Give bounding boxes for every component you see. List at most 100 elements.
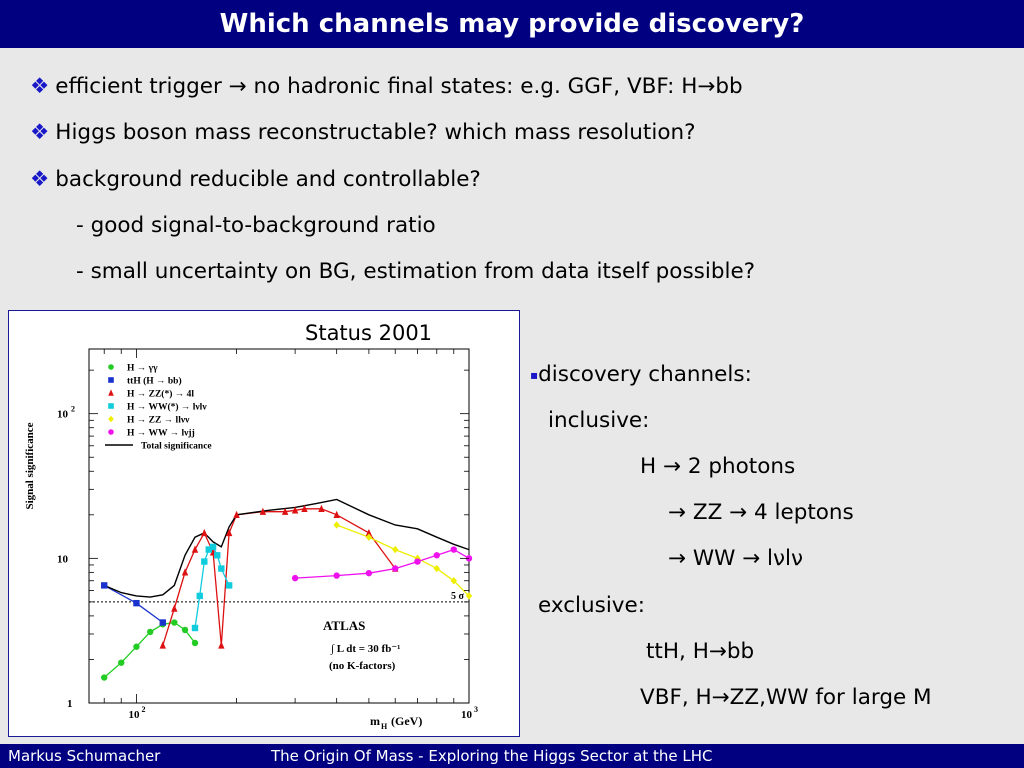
data-point [159,641,166,649]
data-point [108,403,114,409]
data-point [259,507,267,515]
data-point [214,552,221,559]
data-point [118,659,125,666]
legend-label: H → ZZ → llνν [127,416,190,426]
data-point [450,546,457,553]
data-point [159,619,166,626]
diamond-bullet-icon: ❖ [30,74,50,99]
square-bullet-icon: ▪ [530,368,539,382]
y-tick-exponent: 2 [71,405,75,414]
data-point [301,504,308,513]
data-point [318,504,325,513]
data-point [108,364,114,370]
data-point [147,628,154,636]
data-point [209,543,217,551]
footer-talk-title: The Origin Of Mass - Exploring the Higgs… [271,747,713,765]
legend-label: H → γγ [127,364,158,374]
slide-title: Which channels may provide discovery? [0,0,1024,48]
y-tick-label: 10 [57,553,69,565]
data-point [191,624,199,632]
data-point [392,545,399,554]
data-point [414,558,421,565]
data-point [225,528,233,537]
data-point [108,415,114,423]
diamond-bullet-icon: ❖ [30,120,50,145]
luminosity-label: ∫ L dt = 30 fb⁻¹ [330,643,400,655]
legend-label: H → WW → lνjj [127,429,195,439]
data-point [365,528,373,537]
data-point [181,626,189,634]
data-point [101,582,108,589]
bullet-text: - good signal-to-background ratio [76,213,436,238]
x-tick-label: 10 [461,709,473,721]
plot-frame [88,348,470,704]
y-axis-label: Signal significance [24,422,36,509]
legend-label: Total significance [141,442,212,452]
status-label: Status 2001 [305,321,433,345]
threshold-label: 5 σ [451,591,465,602]
data-point [108,429,114,435]
chart-frame: 5 σ 10 2 10 3 1 10 10 2 Signal significance m H (Ge… [8,310,520,737]
data-point [196,592,203,600]
data-point [233,510,240,518]
data-point [392,565,399,572]
experiment-label: ATLAS [323,618,365,633]
data-point [171,619,178,626]
data-point [281,507,289,515]
data-point [133,599,140,607]
data-point [108,389,114,396]
bullet-text: efficient trigger → no hadronic final st… [55,74,743,99]
x-tick-exponent: 3 [474,705,478,714]
bullet-text: background reducible and controllable? [55,167,481,192]
x-axis-label: m [370,714,380,728]
bullet-text: - small uncertainty on BG, estimation fr… [76,259,756,284]
footer-bar: Markus Schumacher The Origin Of Mass - E… [0,744,1024,768]
data-point [181,568,189,576]
data-point [191,639,199,647]
series-line [336,524,470,597]
bullet-item: ❖ Higgs boson mass reconstructable? which… [30,120,696,145]
data-point [201,558,208,565]
legend-label: H → WW(*) → lνlν [127,402,207,413]
panel-line: discovery channels: [538,362,752,387]
data-point [433,564,440,573]
data-point [101,674,108,681]
panel-line: ttH, H→bb [646,639,755,664]
data-point [291,506,299,514]
data-point [108,377,114,383]
panel-line: → WW → lνlν [668,546,804,571]
x-axis-label-subscript: H [381,722,388,731]
data-point [365,569,373,577]
data-point [333,572,340,579]
data-point [218,565,225,572]
x-tick-exponent: 2 [141,705,145,714]
footer-author: Markus Schumacher [8,747,161,765]
data-point [218,641,225,649]
bullet-text: Higgs boson mass reconstructable? which … [55,120,696,145]
k-factor-note: (no K-factors) [329,660,396,672]
panel-line: exclusive: [538,593,645,618]
bullet-item: ❖ background reducible and controllable? [30,167,481,192]
data-point [333,510,340,518]
diamond-bullet-icon: ❖ [30,167,50,192]
data-point [205,546,212,553]
legend-label: ttH (H → bb) [127,376,182,387]
y-tick-label: 10 [57,409,69,421]
panel-line: inclusive: [548,408,650,433]
sub-bullet-item: - small uncertainty on BG, estimation fr… [76,259,755,284]
data-point [433,552,440,559]
x-tick-label: 10 [128,709,140,721]
bullet-item: ❖ efficient trigger → no hadronic final s… [30,74,743,99]
panel-line: VBF, H→ZZ,WW for large M [640,685,932,710]
data-point [201,528,208,537]
data-point [225,582,233,589]
sub-bullet-item: - good signal-to-background ratio [76,213,436,238]
data-point [333,521,340,529]
panel-line: → ZZ → 4 leptons [668,500,854,525]
legend-label: H → ZZ(*) → 4l [127,389,194,400]
series-line [295,548,470,579]
data-point [450,577,457,585]
panel-heading: ▪discovery channels: [530,362,752,387]
x-axis-unit: (GeV) [391,714,422,728]
